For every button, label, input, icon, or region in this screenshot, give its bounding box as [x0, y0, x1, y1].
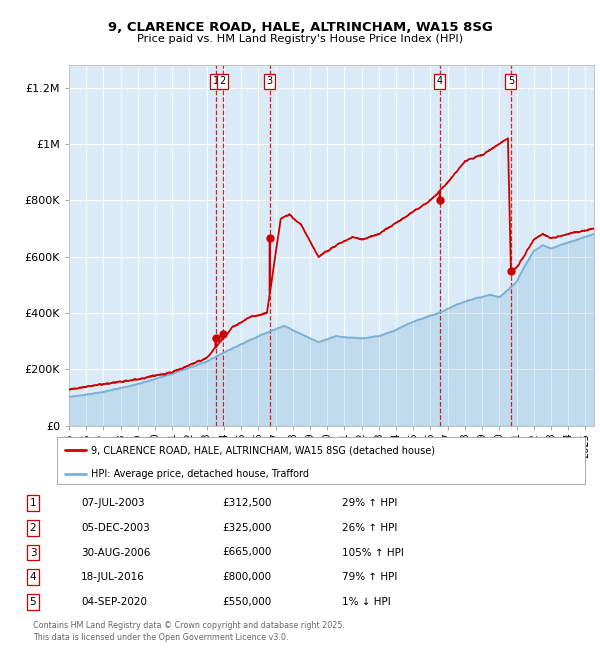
Text: 05-DEC-2003: 05-DEC-2003	[81, 523, 150, 533]
Text: 1% ↓ HPI: 1% ↓ HPI	[342, 597, 391, 607]
Text: Price paid vs. HM Land Registry's House Price Index (HPI): Price paid vs. HM Land Registry's House …	[137, 34, 463, 44]
Text: 79% ↑ HPI: 79% ↑ HPI	[342, 572, 397, 582]
Text: 5: 5	[29, 597, 37, 607]
Text: 3: 3	[266, 76, 273, 86]
Text: 07-JUL-2003: 07-JUL-2003	[81, 498, 145, 508]
Text: 30-AUG-2006: 30-AUG-2006	[81, 547, 151, 558]
Text: 5: 5	[508, 76, 514, 86]
Text: 2: 2	[29, 523, 37, 533]
Text: 4: 4	[29, 572, 37, 582]
Text: 04-SEP-2020: 04-SEP-2020	[81, 597, 147, 607]
Text: 4: 4	[437, 76, 443, 86]
Text: 1: 1	[29, 498, 37, 508]
Text: 2: 2	[220, 76, 226, 86]
Text: 18-JUL-2016: 18-JUL-2016	[81, 572, 145, 582]
Text: £312,500: £312,500	[222, 498, 271, 508]
Text: 1: 1	[212, 76, 219, 86]
Text: Contains HM Land Registry data © Crown copyright and database right 2025.
This d: Contains HM Land Registry data © Crown c…	[33, 621, 345, 642]
Text: £325,000: £325,000	[222, 523, 271, 533]
Text: 3: 3	[29, 547, 37, 558]
Text: £800,000: £800,000	[222, 572, 271, 582]
Text: £550,000: £550,000	[222, 597, 271, 607]
Text: £665,000: £665,000	[222, 547, 271, 558]
Text: 9, CLARENCE ROAD, HALE, ALTRINCHAM, WA15 8SG: 9, CLARENCE ROAD, HALE, ALTRINCHAM, WA15…	[107, 21, 493, 34]
Text: 105% ↑ HPI: 105% ↑ HPI	[342, 547, 404, 558]
Text: 9, CLARENCE ROAD, HALE, ALTRINCHAM, WA15 8SG (detached house): 9, CLARENCE ROAD, HALE, ALTRINCHAM, WA15…	[91, 445, 436, 455]
Text: 26% ↑ HPI: 26% ↑ HPI	[342, 523, 397, 533]
Text: HPI: Average price, detached house, Trafford: HPI: Average price, detached house, Traf…	[91, 469, 310, 479]
Text: 29% ↑ HPI: 29% ↑ HPI	[342, 498, 397, 508]
